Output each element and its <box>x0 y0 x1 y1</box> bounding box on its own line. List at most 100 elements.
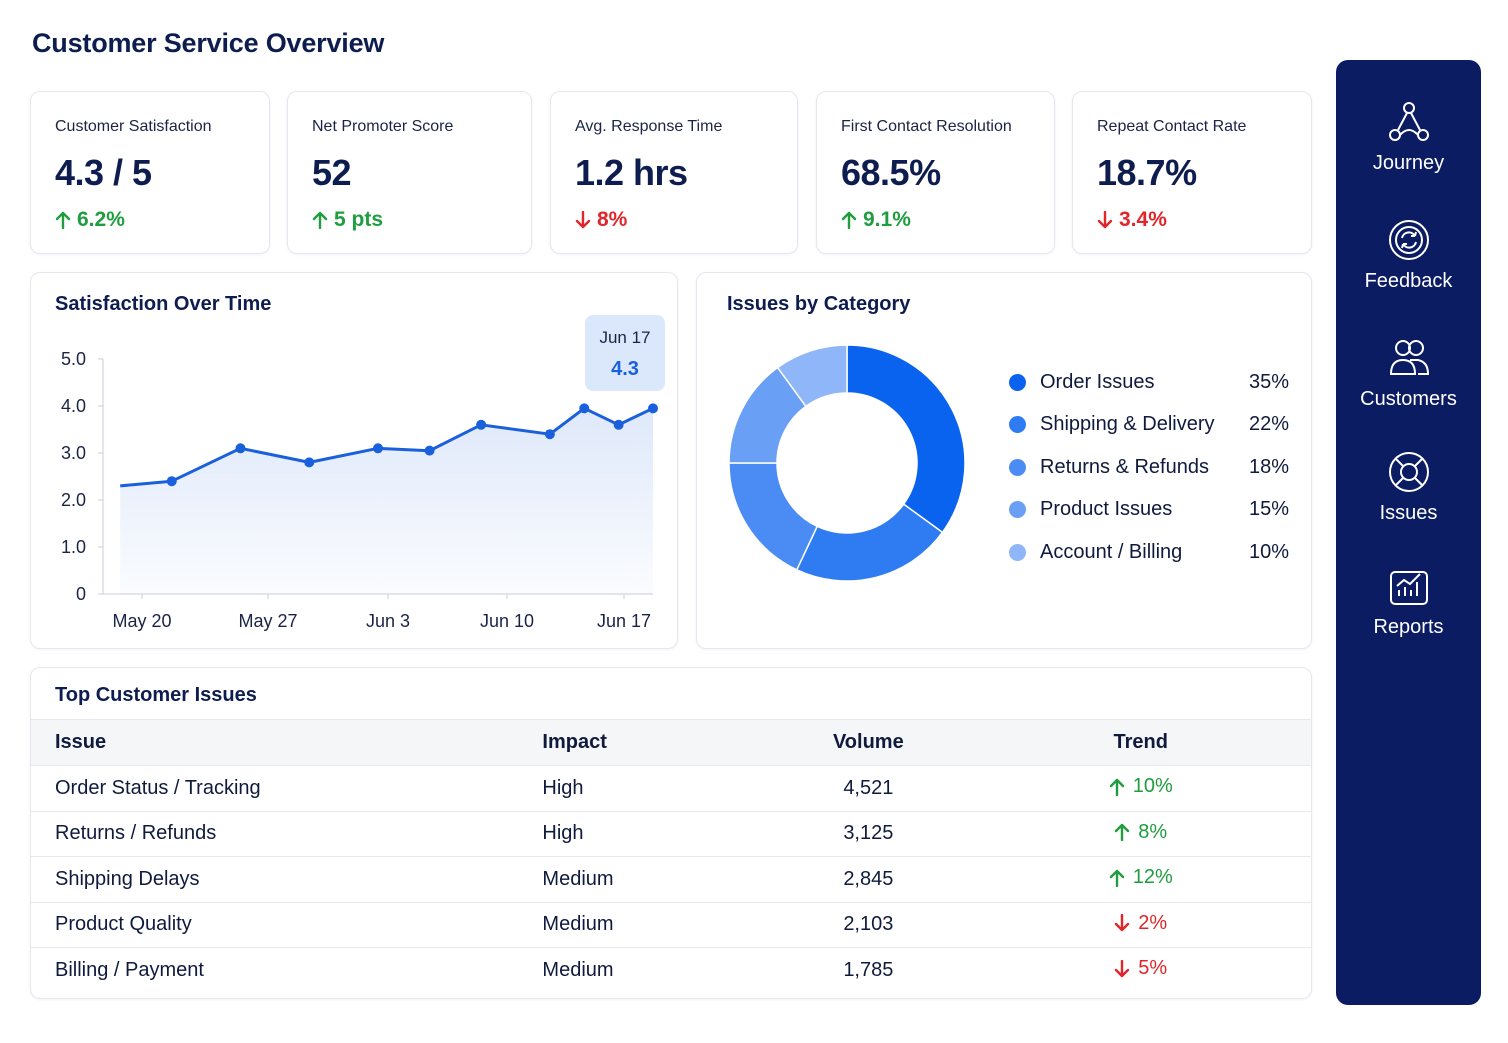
sidebar-item-reports[interactable]: Reports <box>1336 564 1481 639</box>
kpi-label: First Contact Resolution <box>841 118 1012 135</box>
kpi-label: Net Promoter Score <box>312 118 454 135</box>
cell-volume: 1,785 <box>843 958 894 981</box>
data-point[interactable] <box>544 429 555 440</box>
data-point[interactable] <box>648 403 658 414</box>
donut-legend: Order Issues 35% Shipping & Delivery 22% Ret… <box>1009 361 1289 574</box>
table-row[interactable]: Product Quality Medium 2,103 2% <box>31 901 1311 948</box>
table-row[interactable]: Billing / Payment Medium 1,785 5% <box>31 947 1311 993</box>
legend-item[interactable]: Returns & Refunds 18% <box>1009 446 1289 489</box>
cell-volume: 4,521 <box>843 776 894 799</box>
arrow-up-icon <box>841 211 857 229</box>
header-volume[interactable]: Volume <box>832 731 904 753</box>
sidebar-item-label: Journey <box>1372 152 1445 174</box>
arrow-up-icon <box>1109 778 1125 796</box>
kpi-label: Repeat Contact Rate <box>1097 118 1247 135</box>
cell-trend: 5% <box>971 957 1312 984</box>
data-point[interactable] <box>424 445 435 456</box>
arrow-down-icon <box>1114 959 1130 978</box>
donut-slice[interactable] <box>795 503 944 582</box>
donut-slice[interactable] <box>846 344 966 534</box>
tooltip-value: 4.3 <box>611 358 639 380</box>
sidebar-item-feedback[interactable]: Feedback <box>1336 218 1481 293</box>
table-row[interactable]: Returns / Refunds High 3,125 8% <box>31 810 1312 857</box>
chart-area-fill <box>120 408 653 594</box>
header-issue[interactable]: Issue <box>55 731 107 753</box>
kpi-card-repeat-contact-rate: Repeat Contact Rate 18.7% 3.4% <box>1072 91 1312 254</box>
data-point[interactable] <box>613 419 624 430</box>
arrow-up-icon <box>1114 823 1130 841</box>
legend-value: 18% <box>1248 455 1289 478</box>
donut-slice[interactable] <box>728 462 819 571</box>
legend-value: 22% <box>1248 413 1289 436</box>
sidebar-item-customers[interactable]: Customers <box>1336 336 1481 411</box>
journey-icon <box>1336 100 1481 144</box>
legend-label: Account / Billing <box>1040 540 1183 563</box>
cell-trend: 12% <box>971 866 1312 893</box>
kpi-delta-value: 8% <box>597 208 628 231</box>
sidebar-item-label: Issues <box>1379 502 1438 524</box>
header-trend[interactable]: Trend <box>1113 731 1168 753</box>
data-point[interactable] <box>579 403 590 414</box>
top-issues-card: Top Customer Issues Issue Impact Volume … <box>30 667 1312 999</box>
issues-table: Issue Impact Volume Trend Order Status /… <box>31 719 1311 993</box>
legend-label: Order Issues <box>1040 370 1155 393</box>
trend-value: 10% <box>1132 775 1173 797</box>
legend-label: Product Issues <box>1040 498 1173 521</box>
y-tick-label: 0 <box>76 584 86 604</box>
donut-slice[interactable] <box>776 344 848 408</box>
legend-label: Shipping & Delivery <box>1040 413 1215 436</box>
sidebar-item-journey[interactable]: Journey <box>1336 100 1481 175</box>
kpi-value: 1.2 hrs <box>575 152 688 193</box>
kpi-delta-value: 6.2% <box>77 208 125 231</box>
arrow-down-icon <box>1114 914 1130 932</box>
kpi-delta: 3.4% <box>1097 208 1167 232</box>
y-tick-label: 4.0 <box>61 396 86 416</box>
legend-item[interactable]: Order Issues 35% <box>1009 361 1289 404</box>
sidebar-item-issues[interactable]: Issues <box>1336 450 1481 525</box>
legend-value: 10% <box>1248 540 1289 563</box>
sidebar-item-label: Reports <box>1373 616 1444 638</box>
kpi-label: Avg. Response Time <box>575 118 723 135</box>
kpi-value: 68.5% <box>841 152 941 193</box>
kpi-value: 52 <box>312 152 352 193</box>
legend-swatch <box>1009 501 1026 519</box>
legend-item[interactable]: Product Issues 15% <box>1009 489 1289 532</box>
cell-issue: Order Status / Tracking <box>55 776 261 799</box>
feedback-icon <box>1336 218 1481 262</box>
data-point[interactable] <box>476 419 487 430</box>
cell-volume: 2,845 <box>843 867 894 890</box>
issues-category-card: Issues by Category Order Issues 35% Shippi… <box>696 272 1312 649</box>
x-tick-label: Jun 17 <box>597 611 651 631</box>
chart-title: Issues by Category <box>727 293 911 315</box>
kpi-card-customer-satisfaction: Customer Satisfaction 4.3 / 5 6.2% <box>30 91 270 254</box>
data-point[interactable] <box>166 476 177 487</box>
sidebar-item-label: Customers <box>1360 388 1457 410</box>
data-point[interactable] <box>304 457 315 468</box>
arrow-up-icon <box>312 211 328 229</box>
cell-volume: 3,125 <box>843 822 894 845</box>
sidebar-nav: Journey Feedback Customers Issues Report… <box>1336 60 1481 1005</box>
kpi-card-avg-response-time: Avg. Response Time 1.2 hrs 8% <box>550 91 798 254</box>
legend-label: Returns & Refunds <box>1040 455 1209 478</box>
reports-icon <box>1336 564 1481 608</box>
cell-volume: 2,103 <box>843 913 894 936</box>
kpi-label: Customer Satisfaction <box>55 118 212 135</box>
cell-trend: 8% <box>971 821 1312 848</box>
kpi-card-first-contact-resolution: First Contact Resolution 68.5% 9.1% <box>816 91 1055 254</box>
arrow-up-icon <box>55 211 71 229</box>
data-point[interactable] <box>373 443 383 454</box>
data-point[interactable] <box>235 443 246 454</box>
chart-tooltip: Jun 17 4.3 <box>585 315 665 391</box>
legend-swatch <box>1009 416 1026 434</box>
cell-impact: Medium <box>542 867 614 890</box>
legend-item[interactable]: Shipping & Delivery 22% <box>1009 404 1289 447</box>
table-row[interactable]: Shipping Delays Medium 2,845 12% <box>31 856 1311 902</box>
legend-item[interactable]: Account / Billing 10% <box>1009 531 1289 574</box>
table-row[interactable]: Order Status / Tracking High 4,521 10% <box>31 765 1311 811</box>
cell-issue: Billing / Payment <box>55 958 204 981</box>
legend-value: 35% <box>1248 370 1289 393</box>
cell-trend: 10% <box>971 775 1312 802</box>
kpi-delta: 5 pts <box>312 208 383 232</box>
customers-icon <box>1336 336 1481 380</box>
header-impact[interactable]: Impact <box>542 731 607 753</box>
